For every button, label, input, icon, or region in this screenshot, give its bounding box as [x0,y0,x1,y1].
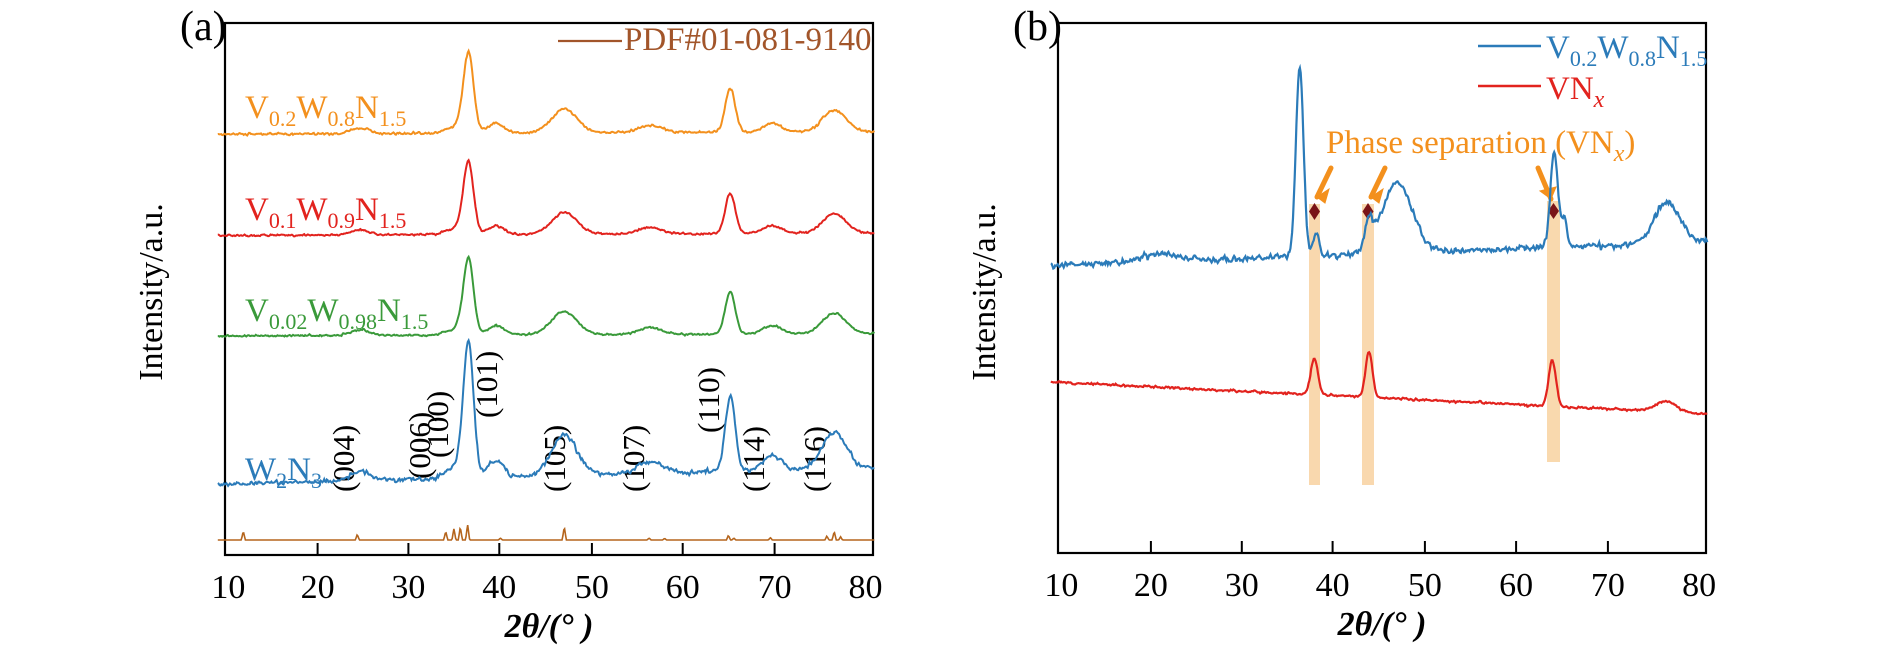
svg-text:PDF#01-081-9140: PDF#01-081-9140 [624,22,872,58]
svg-text:(100): (100) [420,391,455,458]
svg-text:Intensity/a.u.: Intensity/a.u. [133,203,170,381]
svg-text:Phase separation (VNx): Phase separation (VNx) [1326,125,1635,167]
svg-text:2θ/(° ): 2θ/(° ) [1337,606,1427,643]
svg-text:60: 60 [666,569,700,606]
svg-text:80: 80 [1682,567,1716,604]
svg-text:50: 50 [575,569,609,606]
svg-text:80: 80 [849,569,883,606]
svg-text:10: 10 [1044,567,1078,604]
svg-text:70: 70 [1591,567,1625,604]
svg-text:50: 50 [1408,567,1442,604]
svg-text:10: 10 [211,569,245,606]
svg-text:(107): (107) [616,425,651,492]
svg-text:2θ/(° ): 2θ/(° ) [504,608,594,645]
svg-text:70: 70 [758,569,792,606]
svg-text:30: 30 [1225,567,1259,604]
svg-text:(b): (b) [1013,4,1062,50]
svg-text:(a): (a) [180,4,227,50]
svg-text:20: 20 [1134,567,1168,604]
svg-text:30: 30 [391,569,425,606]
svg-text:20: 20 [301,569,335,606]
svg-text:(110): (110) [691,367,726,433]
svg-text:40: 40 [1316,567,1350,604]
svg-text:40: 40 [482,569,516,606]
svg-text:Intensity/a.u.: Intensity/a.u. [966,203,1003,381]
svg-text:60: 60 [1499,567,1533,604]
